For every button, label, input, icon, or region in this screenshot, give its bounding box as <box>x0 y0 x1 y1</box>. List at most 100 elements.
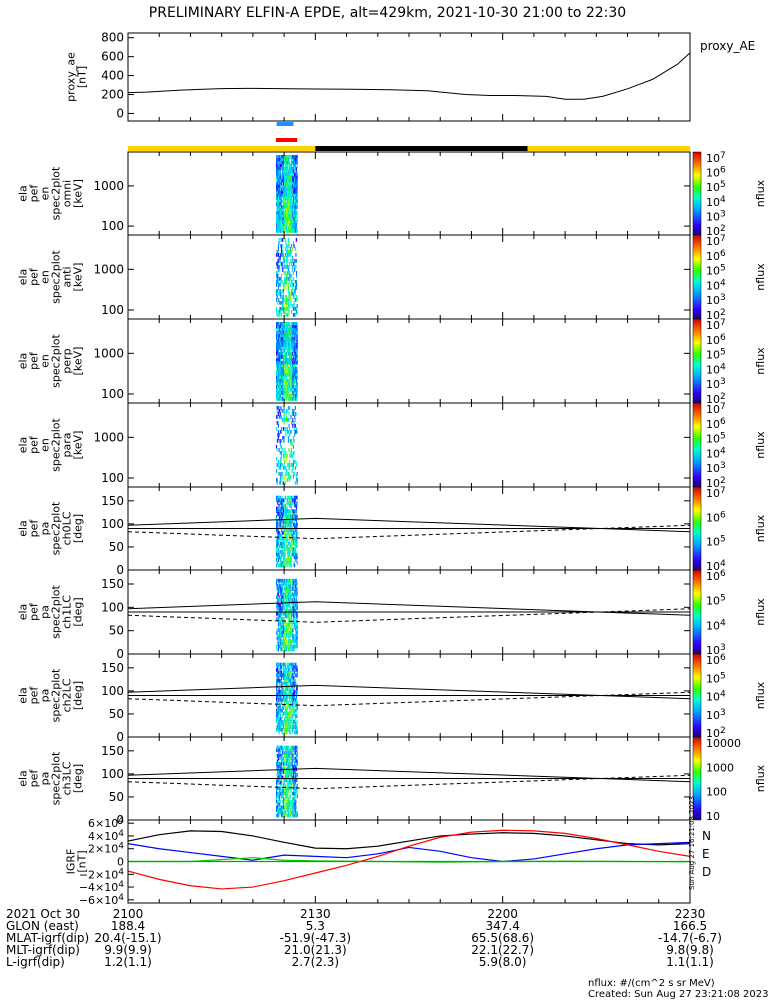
spectrogram-cell <box>287 628 289 633</box>
spectrogram-cell <box>282 325 284 329</box>
spectrogram-cell <box>287 196 289 201</box>
spectrogram-cell <box>285 226 288 230</box>
spectrogram-cell <box>285 611 287 616</box>
spectrogram-cell <box>293 676 295 681</box>
spectrogram-cell <box>279 385 281 389</box>
spectrogram-cell <box>295 361 297 365</box>
spectrogram-cell <box>294 184 296 189</box>
spectrogram-cell <box>275 157 278 162</box>
spectrogram-cell <box>287 211 289 215</box>
spectrogram-cell <box>291 775 293 780</box>
spectrogram-cell <box>295 595 298 600</box>
spectrogram-cell <box>276 670 278 675</box>
spectrogram-cell <box>289 223 291 227</box>
spectrogram-cell <box>278 676 280 681</box>
spectrogram-cell <box>275 394 278 398</box>
spectrogram-cell <box>285 595 288 600</box>
spectrogram-cell <box>289 439 291 443</box>
spectrogram-cell <box>290 169 293 174</box>
spectrogram-cell <box>283 552 285 557</box>
spectrogram-cell <box>277 376 279 380</box>
spectrogram-cell <box>285 337 288 341</box>
spectrogram-cell <box>296 229 298 233</box>
spectrogram-cell <box>279 415 281 419</box>
spectrogram-cell <box>288 172 290 177</box>
spectrogram-cell <box>287 725 289 729</box>
spectrogram-cell <box>287 495 289 500</box>
spectrogram-cell <box>275 370 278 374</box>
spectrogram-cell <box>296 614 298 619</box>
spectrogram-cell <box>279 325 281 329</box>
spectrogram-cell <box>287 509 289 514</box>
spectrogram-cell <box>279 563 281 568</box>
colorbar-tick-label: 10 <box>706 810 720 823</box>
spectrogram-cell <box>280 810 282 815</box>
spectrogram-cell <box>285 184 287 189</box>
spectrogram-cell <box>295 178 298 183</box>
spectrogram-cell <box>278 409 280 413</box>
spectrogram-cell <box>288 800 290 804</box>
spectrogram-cell <box>284 367 286 371</box>
spectrogram-cell <box>295 343 297 347</box>
spectrogram-cell <box>290 184 292 189</box>
spectrogram-cell <box>290 531 292 535</box>
spectrogram-cell <box>277 794 279 799</box>
spectrogram-cell <box>284 506 286 511</box>
spectrogram-cell <box>296 385 298 389</box>
spectrogram-cell <box>290 325 292 329</box>
spectrogram-cell <box>284 169 286 174</box>
spectrogram-cell <box>285 544 288 549</box>
spectrogram-cell <box>279 370 281 374</box>
spectrogram-cell <box>288 280 290 284</box>
spectrogram-cell <box>288 783 290 788</box>
spectrogram-cell <box>292 313 294 317</box>
spectrogram-cell <box>288 346 290 350</box>
spectrogram-cell <box>279 155 281 159</box>
spectrogram-cell <box>289 229 291 233</box>
spectrogram-cell <box>275 558 278 562</box>
spectrogram-cell <box>290 756 293 761</box>
spectrogram-cell <box>284 193 286 198</box>
spectrogram-cell <box>287 418 289 422</box>
spectrogram-cell <box>283 199 285 204</box>
spectrogram-cell <box>275 783 278 788</box>
spectrogram-cell <box>286 220 288 224</box>
spectrogram-cell <box>282 439 284 443</box>
spectrogram-cell <box>285 547 287 552</box>
spectrogram-cell <box>295 199 297 204</box>
spectrogram-cell <box>292 786 294 791</box>
spectrogram-cell <box>286 175 288 180</box>
spectrogram-cell <box>291 748 293 753</box>
spectrogram-cell <box>287 199 289 204</box>
spectrogram-cell <box>277 325 279 329</box>
spectrogram-cell <box>294 595 296 600</box>
spectrogram-cell <box>279 214 281 218</box>
spectrogram-cell <box>290 783 293 788</box>
spectrogram-cell <box>293 706 295 710</box>
spectrogram-cell <box>287 711 289 716</box>
spectrogram-cell <box>287 727 289 732</box>
spectrogram-cell <box>284 642 286 646</box>
spectrogram-cell <box>284 238 286 242</box>
spectrogram-cell <box>280 223 283 227</box>
igrf-legend-N: N <box>702 829 711 843</box>
spectrogram-cell <box>290 358 292 362</box>
spectrogram-cell <box>281 262 283 266</box>
spectrogram-cell <box>290 676 292 681</box>
spectrogram-cell <box>290 280 293 284</box>
spectrogram-cell <box>290 181 293 186</box>
spectrogram-cell <box>275 520 278 524</box>
spectrogram-cell <box>295 778 297 783</box>
spectrogram-cell <box>284 166 286 171</box>
spectrogram-cell <box>279 756 281 761</box>
spectrogram-cell <box>294 373 296 377</box>
spectrogram-cell <box>283 781 285 785</box>
spectrogram-cell <box>287 751 289 755</box>
spectrogram-cell <box>284 719 286 724</box>
spectrogram-cell <box>295 756 298 761</box>
spectrogram-cell <box>284 531 286 535</box>
spectrogram-cell <box>282 202 284 207</box>
spectrogram-cell <box>283 346 285 350</box>
spectrogram-cell <box>279 541 281 546</box>
spectrogram-cell <box>289 397 291 401</box>
